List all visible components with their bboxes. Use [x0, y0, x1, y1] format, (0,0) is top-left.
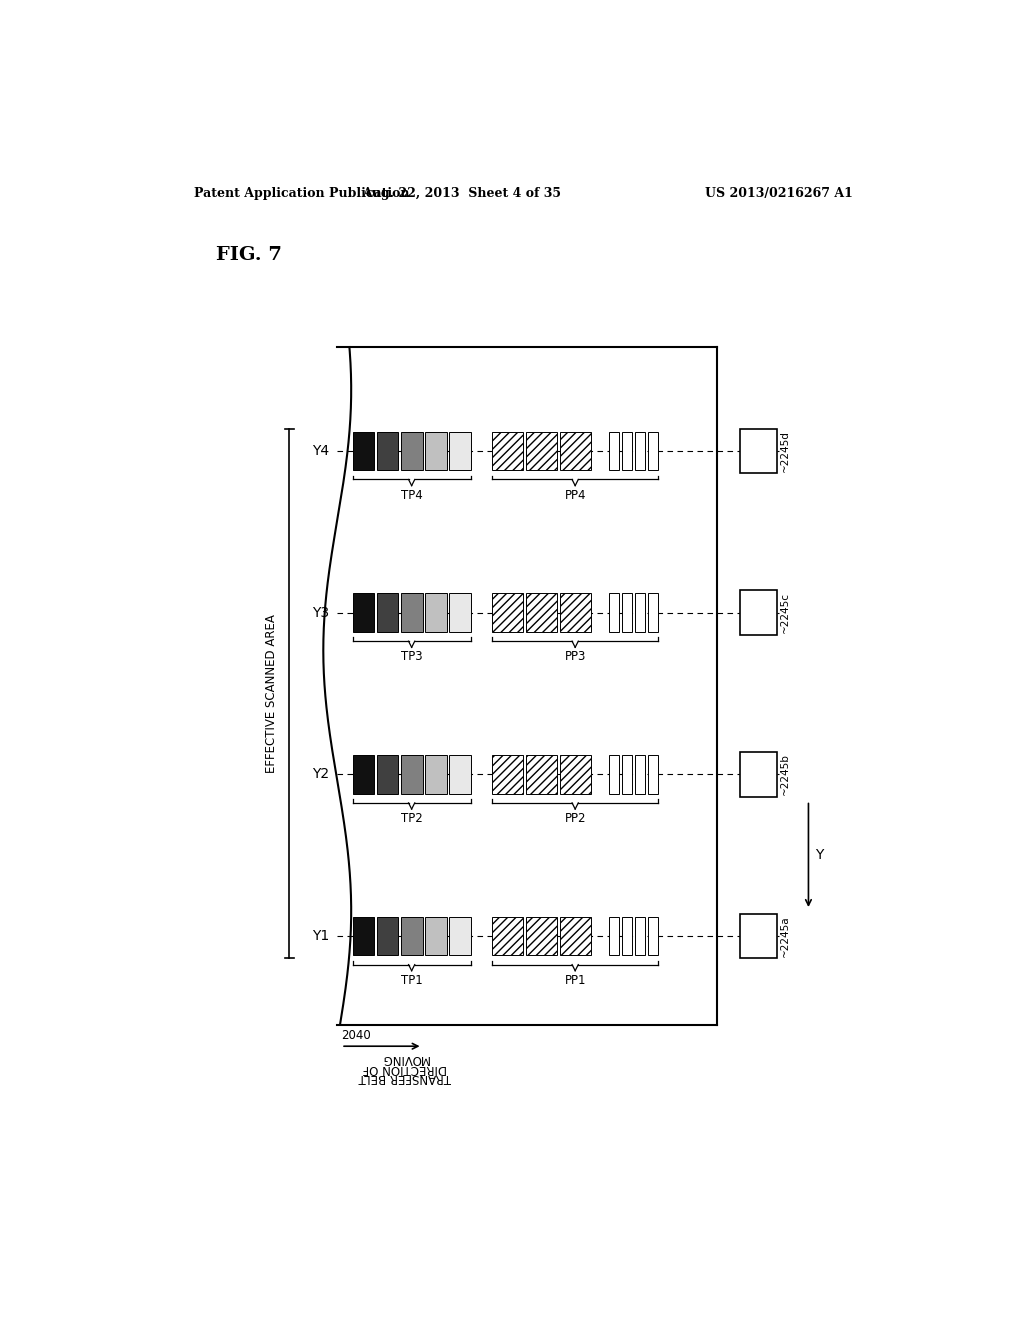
- Bar: [449, 594, 471, 632]
- Text: 2040: 2040: [341, 1028, 371, 1041]
- Text: Y2: Y2: [312, 767, 330, 781]
- Bar: [352, 432, 375, 470]
- Text: DIRECTION OF: DIRECTION OF: [362, 1061, 447, 1074]
- Bar: [449, 755, 471, 793]
- Bar: [740, 429, 777, 474]
- Text: TP4: TP4: [400, 488, 423, 502]
- Bar: [560, 432, 592, 470]
- Text: TP3: TP3: [400, 651, 423, 664]
- Bar: [622, 917, 632, 956]
- Bar: [560, 917, 592, 956]
- Text: ~2245a: ~2245a: [779, 915, 790, 957]
- Bar: [740, 913, 777, 958]
- Text: ~2245c: ~2245c: [779, 593, 790, 634]
- Bar: [352, 917, 375, 956]
- Text: US 2013/0216267 A1: US 2013/0216267 A1: [706, 186, 853, 199]
- Text: MOVING: MOVING: [381, 1052, 429, 1065]
- Bar: [635, 917, 645, 956]
- Bar: [352, 594, 375, 632]
- Text: ~2245d: ~2245d: [779, 430, 790, 473]
- Bar: [400, 432, 423, 470]
- Bar: [740, 752, 777, 797]
- Bar: [622, 594, 632, 632]
- Text: Y4: Y4: [312, 444, 330, 458]
- Text: FIG. 7: FIG. 7: [216, 246, 282, 264]
- Text: ~2245b: ~2245b: [779, 754, 790, 796]
- Bar: [337, 347, 717, 1024]
- Bar: [449, 917, 471, 956]
- Bar: [425, 755, 446, 793]
- Bar: [400, 594, 423, 632]
- Bar: [635, 594, 645, 632]
- Bar: [526, 594, 557, 632]
- Text: TRANSFER BELT: TRANSFER BELT: [358, 1071, 452, 1084]
- Text: PP1: PP1: [564, 974, 586, 987]
- Bar: [377, 917, 398, 956]
- Bar: [635, 432, 645, 470]
- Bar: [493, 594, 523, 632]
- Bar: [648, 917, 658, 956]
- Text: PP2: PP2: [564, 812, 586, 825]
- Bar: [526, 755, 557, 793]
- Bar: [560, 594, 592, 632]
- Bar: [449, 432, 471, 470]
- Bar: [400, 755, 423, 793]
- Text: TP2: TP2: [400, 812, 423, 825]
- Bar: [622, 755, 632, 793]
- Bar: [493, 755, 523, 793]
- Bar: [648, 594, 658, 632]
- Bar: [425, 594, 446, 632]
- Text: PP4: PP4: [564, 488, 586, 502]
- Bar: [493, 917, 523, 956]
- Text: Y3: Y3: [312, 606, 330, 619]
- Text: Aug. 22, 2013  Sheet 4 of 35: Aug. 22, 2013 Sheet 4 of 35: [361, 186, 561, 199]
- Bar: [608, 594, 618, 632]
- Bar: [608, 755, 618, 793]
- Bar: [425, 432, 446, 470]
- Bar: [622, 432, 632, 470]
- Text: EFFECTIVE SCANNED AREA: EFFECTIVE SCANNED AREA: [265, 614, 278, 774]
- Bar: [400, 917, 423, 956]
- Bar: [648, 432, 658, 470]
- Bar: [740, 590, 777, 635]
- Bar: [493, 432, 523, 470]
- Bar: [635, 755, 645, 793]
- Bar: [526, 917, 557, 956]
- Bar: [377, 755, 398, 793]
- Bar: [377, 432, 398, 470]
- Text: Y1: Y1: [312, 929, 330, 942]
- Text: PP3: PP3: [564, 651, 586, 664]
- Bar: [608, 432, 618, 470]
- Text: Patent Application Publication: Patent Application Publication: [194, 186, 410, 199]
- Bar: [608, 917, 618, 956]
- Text: TP1: TP1: [400, 974, 423, 987]
- Bar: [352, 755, 375, 793]
- Bar: [425, 917, 446, 956]
- Bar: [377, 594, 398, 632]
- Bar: [526, 432, 557, 470]
- Bar: [560, 755, 592, 793]
- Text: Y: Y: [815, 849, 823, 862]
- Bar: [648, 755, 658, 793]
